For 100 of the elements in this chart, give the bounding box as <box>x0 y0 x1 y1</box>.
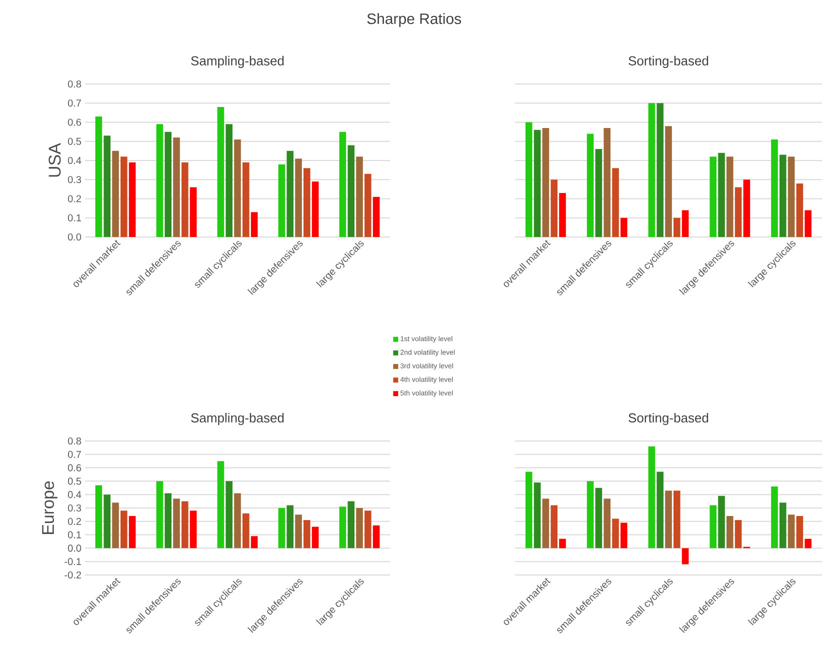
chart-title: Sorting-based <box>628 56 708 68</box>
bar <box>804 210 812 237</box>
bar <box>559 538 566 548</box>
y-tick-label: 0.2 <box>68 518 81 525</box>
bar <box>372 196 380 237</box>
bar <box>164 132 172 237</box>
bar <box>595 149 602 237</box>
bar <box>559 193 566 237</box>
y-tick-label: 0.0 <box>68 233 82 241</box>
y-tick-label: 0.7 <box>68 100 81 107</box>
bar <box>526 472 532 548</box>
y-tick-label: 0.1 <box>68 214 81 222</box>
bar <box>726 156 734 237</box>
bar <box>771 139 778 237</box>
bar <box>612 518 619 548</box>
bar <box>173 138 180 237</box>
bar <box>726 516 734 548</box>
bar <box>586 481 594 548</box>
bar <box>104 494 111 548</box>
bar <box>312 526 319 548</box>
y-tick-label: 0.5 <box>68 138 82 145</box>
bar <box>128 516 136 548</box>
bar <box>278 508 286 548</box>
chart-title: Sampling-based <box>191 412 284 426</box>
bar <box>364 510 372 548</box>
bar <box>164 493 172 548</box>
bar <box>217 461 224 548</box>
bar <box>372 525 380 548</box>
bar <box>339 132 346 237</box>
bar <box>526 122 532 237</box>
bar <box>295 158 302 237</box>
bar <box>665 490 672 548</box>
bar <box>718 152 725 237</box>
bar <box>156 124 164 237</box>
bar <box>128 162 136 237</box>
bar <box>550 180 558 237</box>
bar <box>95 485 102 548</box>
bar <box>182 162 188 237</box>
bar <box>348 501 354 548</box>
bar <box>217 106 224 237</box>
chart-subtitle: Sampling-based <box>191 56 284 68</box>
bar <box>586 134 594 237</box>
bar <box>743 180 750 237</box>
y-tick-label: 0.5 <box>68 478 82 485</box>
bar <box>190 510 197 548</box>
bar <box>250 212 258 237</box>
y-tick-label: 0.6 <box>68 118 82 126</box>
bar <box>682 210 689 237</box>
y-tick-label: 0.2 <box>68 195 81 202</box>
bar <box>312 182 319 237</box>
y-tick-label: 0.4 <box>68 491 82 498</box>
bar <box>710 156 716 237</box>
bar <box>595 488 602 548</box>
bar <box>95 116 102 237</box>
bar <box>734 187 742 237</box>
y-axis-title: USA <box>48 143 61 177</box>
bar <box>356 508 363 548</box>
bar <box>182 501 188 548</box>
bar <box>112 502 119 548</box>
bar <box>780 154 786 237</box>
bar <box>796 516 804 548</box>
bar <box>542 498 550 548</box>
bar <box>278 164 286 237</box>
bar <box>710 505 716 548</box>
bar <box>788 514 795 548</box>
bar <box>286 505 294 548</box>
bar <box>304 168 310 237</box>
bar <box>242 162 250 237</box>
bar <box>104 136 111 237</box>
y-tick-label: 0.7 <box>68 450 81 458</box>
bar <box>604 128 610 237</box>
bar <box>250 536 258 548</box>
bar <box>295 514 302 548</box>
bar <box>112 150 119 237</box>
y-tick-label: -0.2 <box>64 571 81 579</box>
bar <box>620 522 628 548</box>
bar <box>234 493 241 548</box>
bar <box>804 538 812 548</box>
bar <box>542 128 550 237</box>
y-tick-label: 0.8 <box>68 437 82 445</box>
bar <box>348 145 354 237</box>
bar <box>780 502 786 548</box>
bar <box>648 446 656 548</box>
bar <box>120 510 128 548</box>
y-axis-title: Europe <box>42 481 58 534</box>
bar <box>604 498 610 548</box>
bar <box>226 124 232 237</box>
y-tick-label: 0.3 <box>68 176 82 184</box>
bar <box>620 218 628 237</box>
bar <box>682 548 689 564</box>
bar <box>226 481 232 548</box>
y-tick-label: 0.6 <box>68 464 82 472</box>
bar <box>534 482 541 548</box>
bar <box>718 496 725 548</box>
bar <box>242 513 250 548</box>
y-tick-label: 0.1 <box>68 531 81 538</box>
y-tick-label: -0.1 <box>64 558 81 566</box>
bar <box>734 520 742 548</box>
chart-title: Sorting-based <box>628 412 708 426</box>
bar <box>648 103 656 237</box>
